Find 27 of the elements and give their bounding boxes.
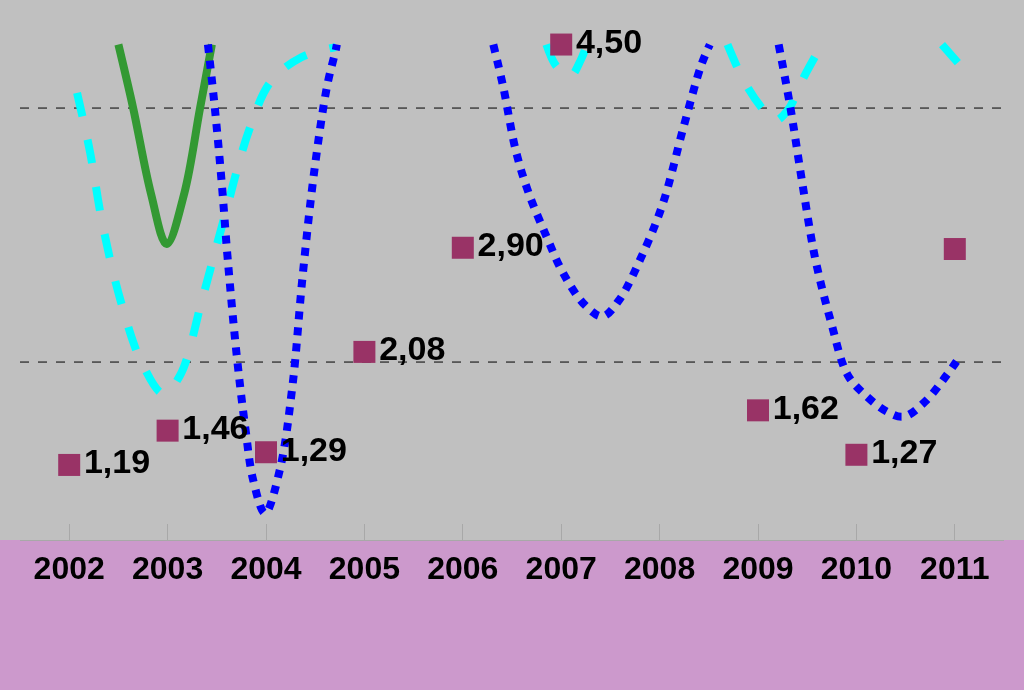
point <box>747 399 769 422</box>
x-tick-label: 2003 <box>132 550 204 587</box>
x-tick-label: 2010 <box>820 550 892 587</box>
data-label: 2,90 <box>477 225 544 264</box>
point <box>255 441 277 464</box>
data-label: 1,29 <box>280 429 347 468</box>
x-tick-label: 2002 <box>33 550 105 587</box>
x-tick-label: 2004 <box>230 550 302 587</box>
point <box>58 453 81 476</box>
x-tick-label: 2011 <box>920 550 990 587</box>
x-tick-label: 2005 <box>328 550 400 587</box>
data-label: 2,08 <box>379 329 446 368</box>
point <box>353 340 376 363</box>
data-label: 1,19 <box>83 442 151 481</box>
point <box>845 443 868 466</box>
data-label: 1,62 <box>772 387 839 426</box>
data-label: 4,50 <box>575 22 643 61</box>
x-tick-label: 2009 <box>722 550 794 587</box>
x-tick-label: 2008 <box>624 550 696 587</box>
point <box>451 236 474 259</box>
point <box>943 238 966 261</box>
x-tick-label: 2006 <box>427 550 499 587</box>
data-label: 1,27 <box>871 432 938 471</box>
x-tick-label: 2007 <box>525 550 597 587</box>
point <box>156 419 179 442</box>
point <box>550 33 573 56</box>
data-label: 1,46 <box>182 408 249 447</box>
